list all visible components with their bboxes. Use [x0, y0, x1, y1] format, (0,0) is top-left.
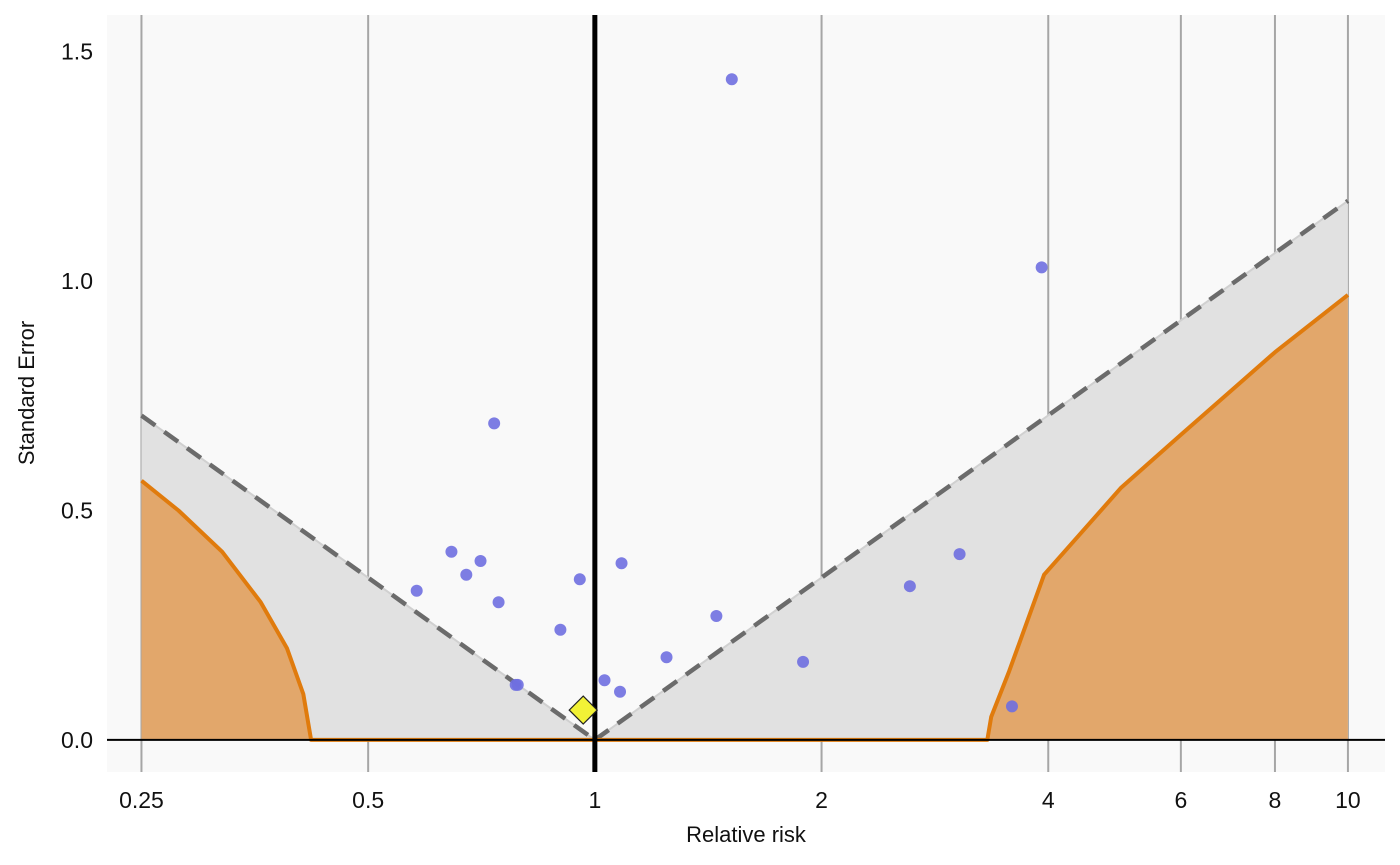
study-point-11: [554, 623, 567, 636]
pooled-estimate: [568, 695, 599, 725]
study-point-16: [614, 685, 627, 698]
study-point-9: [573, 573, 586, 586]
study-point-1: [725, 73, 738, 86]
study-point-18: [511, 678, 524, 691]
contour-fill-right: [987, 294, 1348, 740]
x-tick-label-6: 6: [1174, 787, 1187, 813]
study-point-19: [903, 580, 916, 593]
x-tick-label-10: 10: [1335, 787, 1361, 813]
funnel-dashed-right: [593, 198, 1350, 742]
x-axis-ticks: 0.25 0.5 1 2 4 6 8 10: [119, 787, 1361, 813]
study-point-15: [598, 674, 611, 687]
study-point-2: [1035, 261, 1048, 274]
pooled-estimate-diamond: [568, 695, 599, 725]
study-point-6: [460, 568, 473, 581]
y-axis-ticks: 0.0 0.5 1.0 1.5: [61, 39, 93, 753]
y-axis-title: Standard Error: [14, 321, 39, 465]
y-tick-label-1.5: 1.5: [61, 39, 93, 65]
study-point-4: [445, 545, 458, 558]
study-point-13: [660, 651, 673, 664]
x-tick-label-8: 8: [1269, 787, 1282, 813]
study-point-10: [615, 557, 628, 570]
study-point-7: [410, 584, 423, 597]
study-point-12: [710, 610, 723, 623]
x-tick-label-1: 1: [588, 787, 601, 813]
x-tick-label-4: 4: [1042, 787, 1055, 813]
study-point-20: [953, 548, 966, 561]
y-tick-label-0.5: 0.5: [61, 497, 93, 523]
x-tick-label-2: 2: [815, 787, 828, 813]
study-points: [410, 73, 1048, 713]
contour-fill-left: [141, 480, 312, 740]
study-point-21: [1005, 700, 1018, 713]
x-tick-label-0.25: 0.25: [119, 787, 164, 813]
x-tick-label-0.5: 0.5: [352, 787, 384, 813]
study-point-8: [492, 596, 505, 609]
axes-lines: [107, 15, 1385, 772]
study-point-5: [474, 554, 487, 567]
y-tick-label-0.0: 0.0: [61, 727, 93, 753]
study-point-3: [488, 417, 501, 430]
x-axis-title: Relative risk: [686, 822, 807, 847]
study-point-14: [797, 655, 810, 668]
y-tick-label-1.0: 1.0: [61, 268, 93, 294]
